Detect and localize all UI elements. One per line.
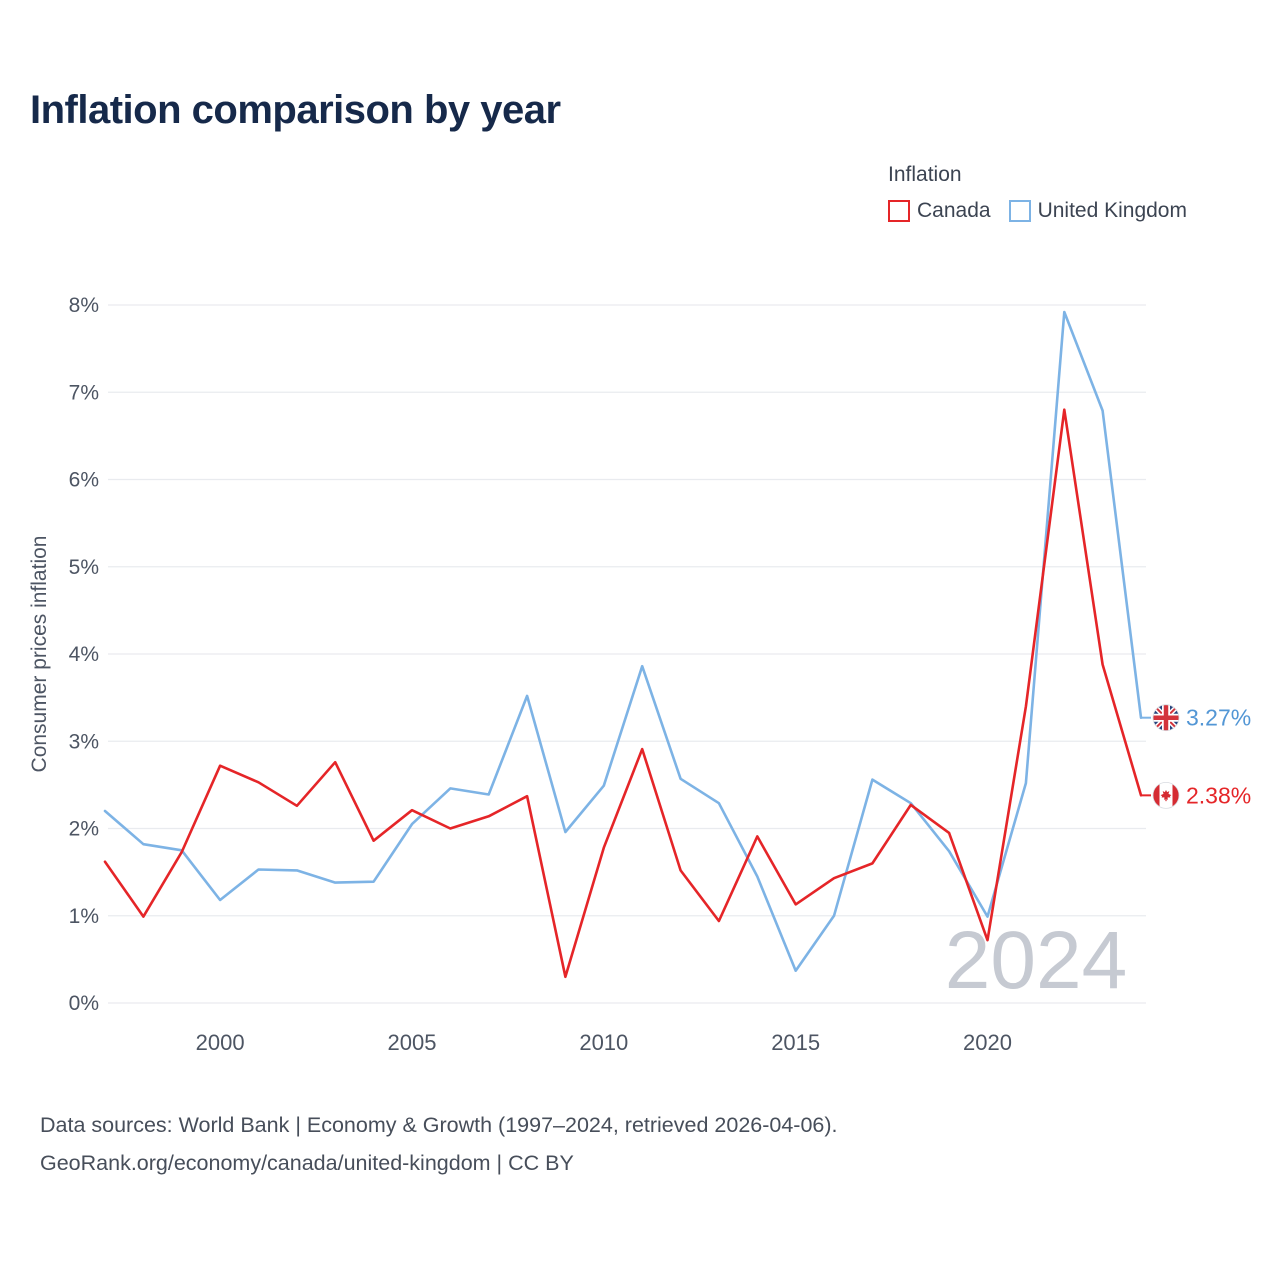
attribution-line: GeoRank.org/economy/canada/united-kingdo… [40, 1151, 574, 1175]
legend-item-canada: Canada [888, 199, 991, 223]
y-tick-label: 5% [69, 556, 99, 579]
canada-flag-icon [1152, 781, 1180, 809]
legend-item-label: Canada [917, 199, 991, 222]
y-tick-label: 3% [69, 730, 99, 753]
y-tick-label: 4% [69, 643, 99, 666]
x-tick-label: 2020 [963, 1030, 1012, 1055]
legend-item-united-kingdom: United Kingdom [1008, 199, 1187, 223]
y-tick-label: 8% [69, 294, 99, 317]
legend-items: Canada United Kingdom [888, 199, 1187, 223]
x-tick-label: 2015 [771, 1030, 820, 1055]
x-tick-label: 2000 [196, 1030, 245, 1055]
y-tick-label: 7% [69, 381, 99, 404]
y-tick-label: 0% [69, 992, 99, 1015]
page-title: Inflation comparison by year [30, 88, 561, 132]
y-tick-label: 6% [69, 469, 99, 492]
y-axis-title: Consumer prices inflation [28, 536, 51, 773]
united-kingdom-swatch-icon [1008, 200, 1031, 222]
data-sources-line: Data sources: World Bank | Economy & Gro… [40, 1113, 838, 1137]
x-tick-label: 2010 [579, 1030, 628, 1055]
watermark-year: 2024 [945, 915, 1127, 1006]
series-line-united-kingdom [103, 310, 1143, 973]
y-tick-label: 1% [69, 905, 99, 928]
footer: Data sources: World Bank | Economy & Gro… [40, 1106, 838, 1182]
legend: Inflation Canada United Kingdom [888, 163, 1187, 223]
canada-swatch-icon [888, 200, 910, 222]
x-tick-label: 2005 [387, 1030, 436, 1055]
end-value-label-canada: 2.38% [1186, 782, 1251, 808]
series-line-canada [103, 408, 1143, 979]
y-tick-label: 2% [69, 818, 99, 841]
legend-title: Inflation [888, 163, 962, 186]
legend-item-label: United Kingdom [1037, 199, 1187, 222]
end-value-label-united-kingdom: 3.27% [1186, 705, 1251, 731]
uk-flag-icon [1152, 704, 1180, 732]
